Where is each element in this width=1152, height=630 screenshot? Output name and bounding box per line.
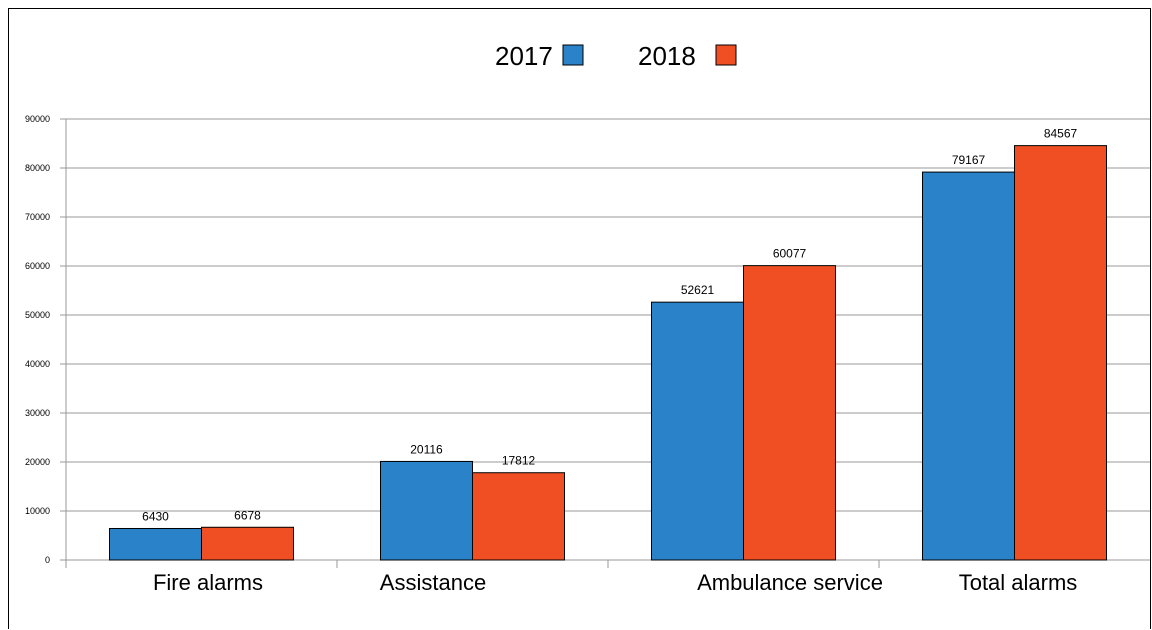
y-tick-label: 40000: [25, 359, 50, 369]
bar-2017: [380, 460, 473, 561]
data-label: 52621: [681, 283, 715, 297]
data-labels: 6430 6678 20116 17812 52621 60077 79167 84567: [142, 127, 1077, 524]
bar-2018: [472, 472, 565, 561]
bar-2017: [651, 301, 744, 561]
data-label: 84567: [1044, 127, 1078, 141]
data-label: 17812: [502, 454, 536, 468]
bar-2018: [743, 265, 836, 561]
bar-2018: [1014, 145, 1107, 561]
legend: 2017 2018: [495, 41, 737, 71]
y-tick-label: 80000: [25, 163, 50, 173]
chart-frame: [8, 8, 1151, 629]
legend-swatch: [715, 44, 737, 66]
x-category-label: Assistance: [380, 570, 486, 595]
x-category-label: Total alarms: [959, 570, 1078, 595]
data-label: 6430: [142, 509, 169, 523]
y-tick-label: 10000: [25, 506, 50, 516]
bar-2017: [922, 171, 1015, 561]
y-tick-label: 60000: [25, 261, 50, 271]
y-tick-label: 90000: [25, 114, 50, 124]
y-tick-label: 30000: [25, 408, 50, 418]
legend-label: 2017: [495, 41, 553, 71]
bar-2018: [201, 526, 294, 561]
y-tick-label: 50000: [25, 310, 50, 320]
x-category-label: Ambulance service: [697, 570, 883, 595]
bars: [109, 145, 1107, 561]
legend-label: 2018: [638, 41, 696, 71]
data-label: 6678: [234, 508, 261, 522]
data-label: 79167: [952, 153, 986, 167]
y-tick-label: 20000: [25, 457, 50, 467]
y-tick-label: 70000: [25, 212, 50, 222]
y-tick-label: 0: [45, 555, 50, 565]
data-label: 60077: [773, 247, 807, 261]
data-label: 20116: [410, 442, 443, 456]
x-category-label: Fire alarms: [153, 570, 263, 595]
gridlines: [66, 118, 1150, 512]
bar-2017: [109, 527, 202, 561]
legend-swatch: [562, 44, 584, 66]
